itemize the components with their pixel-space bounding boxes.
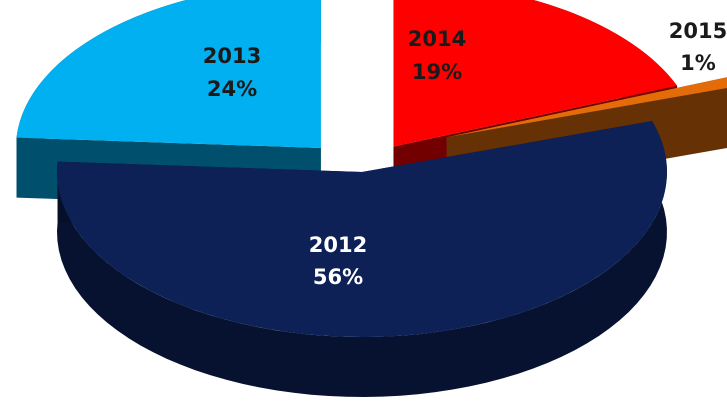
label-2013-value: 24% — [207, 77, 257, 101]
label-2013-category: 2013 — [203, 44, 261, 68]
label-2015-value: 1% — [680, 51, 716, 75]
label-2014-category: 2014 — [408, 27, 466, 51]
label-2015-category: 2015 — [669, 19, 727, 43]
slice-2013 — [16, 0, 321, 148]
slice-tops — [16, 0, 727, 337]
label-2014-value: 19% — [412, 60, 462, 84]
slice-wall-2012 — [57, 121, 667, 397]
slice-2012 — [57, 121, 668, 337]
label-2012-category: 2012 — [309, 233, 367, 257]
data-labels: 2012 56% 2013 24% 2014 19% 2015 1% — [203, 19, 727, 289]
slice-2014 — [393, 0, 678, 147]
label-2012-value: 56% — [313, 265, 363, 289]
